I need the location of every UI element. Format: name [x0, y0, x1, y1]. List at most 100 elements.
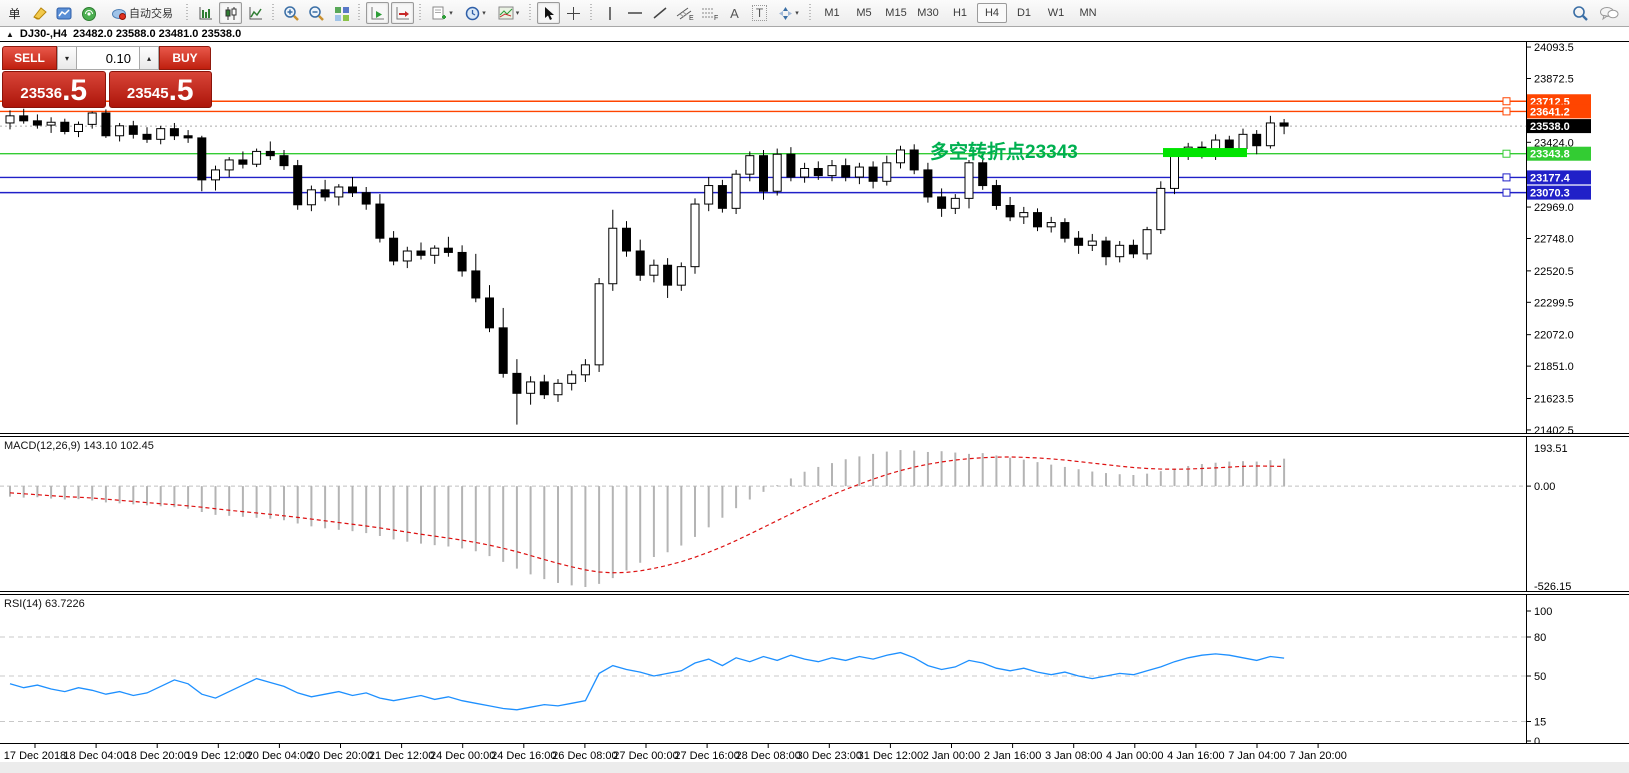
buy-price-button[interactable]: 23545.5 — [108, 71, 212, 108]
autotrading-button[interactable]: 自动交易 — [103, 2, 181, 24]
svg-text:-526.15: -526.15 — [1534, 581, 1571, 591]
template-icon — [498, 6, 514, 20]
time-axis-label: 18 Dec 04:00 — [63, 750, 128, 762]
chart-shift-button[interactable] — [391, 2, 414, 24]
svg-text:100: 100 — [1534, 606, 1552, 618]
volume-input[interactable] — [77, 46, 139, 70]
time-axis-label: 20 Dec 20:00 — [308, 750, 373, 762]
time-axis-label: 24 Dec 16:00 — [491, 750, 556, 762]
toolbar-right-group — [1572, 5, 1629, 21]
svg-text:0.00: 0.00 — [1534, 481, 1555, 493]
buy-button[interactable]: BUY — [159, 46, 211, 70]
svg-text:22520.5: 22520.5 — [1534, 266, 1574, 278]
chart-annotation-text[interactable]: 多空转折点23343 — [930, 140, 1078, 163]
timeframe-button[interactable]: H1 — [952, 7, 968, 19]
volume-increase-button[interactable]: ▴ — [139, 46, 159, 70]
svg-text:23872.5: 23872.5 — [1534, 73, 1574, 85]
new-order-button[interactable]: 单 — [3, 2, 26, 24]
timeframe-button[interactable]: W1 — [1047, 7, 1065, 19]
toolbar-gripper[interactable] — [270, 4, 277, 22]
bar-chart-icon — [199, 6, 212, 19]
toolbar-gripper[interactable] — [527, 4, 534, 22]
candlestick-chart-button[interactable] — [219, 2, 242, 24]
horizontal-line-tool-button[interactable] — [623, 2, 646, 24]
text-label-tool-button[interactable]: T — [748, 2, 771, 24]
vertical-line-tool-button[interactable] — [598, 2, 621, 24]
line-chart-button[interactable] — [244, 2, 267, 24]
volume-decrease-button[interactable]: ▾ — [57, 46, 77, 70]
templates-button[interactable]: ▾ — [493, 2, 524, 24]
periods-button[interactable]: ▾ — [460, 2, 491, 24]
time-axis-label: 3 Jan 08:00 — [1045, 750, 1103, 762]
dropdown-caret: ▾ — [449, 10, 453, 17]
svg-text:23343.8: 23343.8 — [1530, 149, 1570, 161]
sell-button[interactable]: SELL — [2, 46, 57, 70]
timeframe-button[interactable]: H4 — [977, 3, 1007, 23]
equidistant-channel-icon: E — [676, 7, 694, 21]
svg-text:24093.5: 24093.5 — [1534, 42, 1574, 54]
chat-icon[interactable] — [1599, 6, 1619, 21]
search-icon[interactable] — [1572, 5, 1589, 21]
zoom-in-icon — [284, 6, 299, 21]
svg-text:21623.5: 21623.5 — [1534, 393, 1574, 405]
price-chart-pane[interactable]: 24093.5 23872.5 23424.0 22969.0 22748.0 22520… — [0, 41, 1629, 433]
signal-icon — [82, 6, 96, 21]
svg-text:E: E — [689, 15, 694, 21]
autotrading-icon — [112, 8, 126, 20]
toolbar-gripper[interactable] — [588, 4, 595, 22]
svg-text:15: 15 — [1534, 717, 1546, 729]
timeframe-button[interactable]: M15 — [885, 7, 907, 19]
trendline-tool-button[interactable] — [648, 2, 671, 24]
timeframe-button[interactable]: MN — [1079, 7, 1097, 19]
cursor-icon — [544, 6, 554, 20]
text-tool-button[interactable]: A — [723, 2, 746, 24]
toolbar-gripper[interactable] — [356, 4, 363, 22]
auto-scroll-icon — [371, 6, 384, 19]
sell-price-button[interactable]: 23536.5 — [2, 71, 106, 108]
ohlc-values: 23482.0 23588.0 23481.0 23538.0 — [73, 28, 242, 40]
svg-text:23177.4: 23177.4 — [1530, 172, 1571, 184]
tile-windows-icon — [334, 6, 349, 21]
timeframe-button[interactable]: D1 — [1016, 7, 1032, 19]
toolbar-gripper[interactable] — [184, 4, 191, 22]
fibonacci-icon: F — [701, 8, 718, 21]
rsi-indicator-pane[interactable]: 100 80 50 15 0 RSI(14) 63.7226 — [0, 595, 1629, 744]
candlestick-chart-icon — [225, 6, 236, 20]
timeframe-button[interactable]: M30 — [917, 7, 939, 19]
timeframe-button[interactable]: M1 — [824, 7, 840, 19]
time-axis-label: 7 Jan 04:00 — [1228, 750, 1286, 762]
timeframe-button[interactable]: M5 — [856, 7, 872, 19]
collapse-panel-arrow[interactable]: ▲ — [6, 29, 14, 39]
auto-scroll-button[interactable] — [366, 2, 389, 24]
time-axis-label: 28 Dec 08:00 — [735, 750, 800, 762]
highlighter-button[interactable] — [28, 2, 51, 24]
arrows-tool-button[interactable]: ▾ — [773, 2, 804, 24]
time-axis-label: 27 Dec 16:00 — [674, 750, 739, 762]
cursor-button[interactable] — [537, 2, 560, 24]
zoom-in-button[interactable] — [280, 2, 303, 24]
svg-text:80: 80 — [1534, 632, 1546, 644]
new-chart-button[interactable]: ▾ — [427, 2, 458, 24]
arrows-icon — [779, 6, 793, 20]
macd-indicator-pane[interactable]: 193.51 0.00 -526.15 MACD(12,26,9) 143.10 10… — [0, 437, 1629, 591]
fibonacci-tool-button[interactable]: F — [698, 2, 721, 24]
toolbar-gripper[interactable] — [807, 4, 814, 22]
vertical-line-icon — [608, 6, 611, 20]
market-watch-button[interactable] — [53, 2, 76, 24]
crosshair-icon — [567, 6, 580, 20]
dropdown-caret: ▾ — [795, 10, 799, 17]
zoom-out-button[interactable] — [305, 2, 328, 24]
signal-button[interactable] — [78, 2, 101, 24]
time-axis-label: 31 Dec 12:00 — [858, 750, 923, 762]
channel-tool-button[interactable]: E — [673, 2, 696, 24]
pane-splitter[interactable] — [0, 591, 1629, 595]
label-tool-label: T — [751, 5, 768, 21]
tile-windows-button[interactable] — [330, 2, 353, 24]
time-axis-label: 2 Jan 16:00 — [984, 750, 1042, 762]
bar-chart-button[interactable] — [194, 2, 217, 24]
pane-splitter[interactable] — [0, 433, 1629, 437]
crosshair-button[interactable] — [562, 2, 585, 24]
toolbar-gripper[interactable] — [417, 4, 424, 22]
